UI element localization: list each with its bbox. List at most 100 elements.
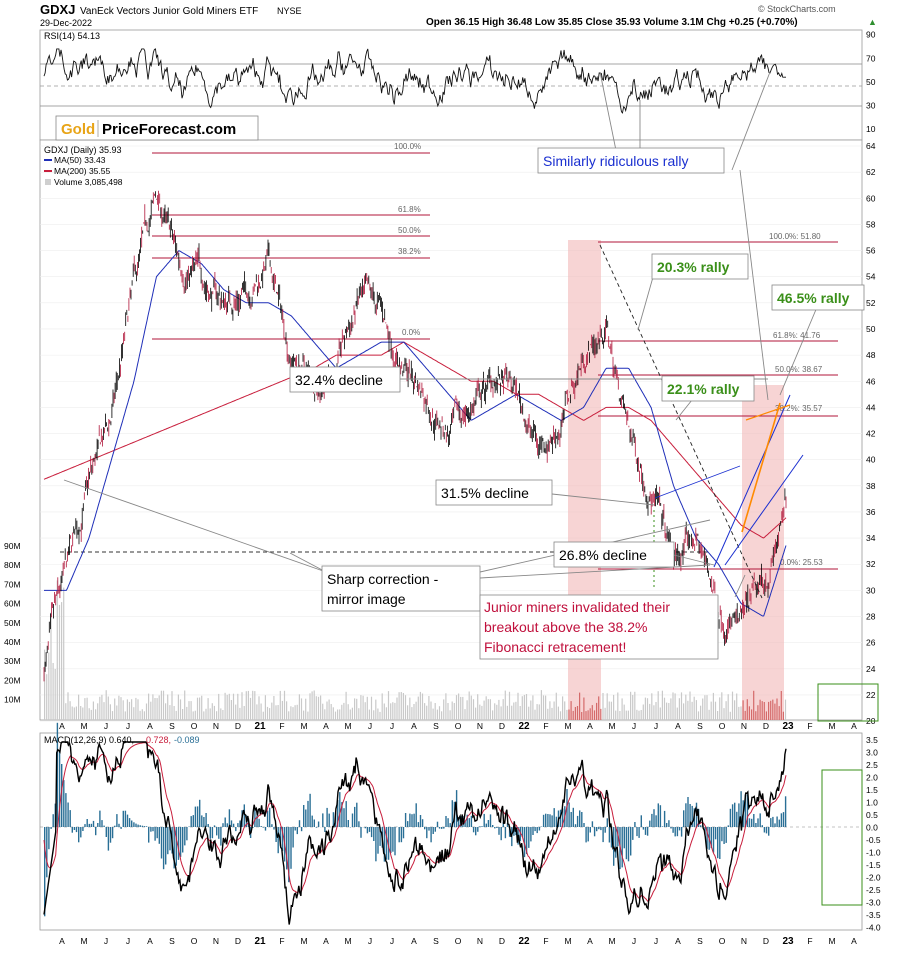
- macd-hist-bar: [131, 821, 132, 828]
- fib-right-618: 61.8%: 41.76: [773, 331, 821, 340]
- macd-hist-bar: [407, 821, 408, 827]
- volume-bar: [103, 702, 104, 720]
- volume-bar: [278, 705, 279, 720]
- macd-hist-bar: [358, 821, 359, 827]
- macd-hist-bar: [292, 827, 293, 848]
- macd-hist-bar: [643, 827, 644, 830]
- volume-bar: [441, 711, 442, 720]
- macd-hist-bar: [63, 780, 64, 827]
- macd-hist-bar: [655, 815, 656, 827]
- month-label-lower: M: [80, 936, 87, 946]
- macd-tick-label: 1.0: [866, 798, 878, 808]
- volume-bar: [384, 704, 385, 721]
- macd-hist-bar: [439, 827, 440, 829]
- macd-hist-bar: [176, 827, 177, 866]
- volume-bar: [655, 702, 656, 720]
- volume-bar: [460, 697, 461, 720]
- volume-bar: [481, 706, 482, 720]
- month-label-lower: M: [608, 936, 615, 946]
- macd-hist-bar: [210, 827, 211, 839]
- volume-bar: [392, 702, 393, 720]
- month-label-upper: J: [126, 721, 130, 731]
- annotation-465-text: 46.5% rally: [777, 290, 850, 306]
- price-tick-label: 48: [866, 350, 876, 360]
- volume-bar: [178, 695, 179, 721]
- macd-hist-bar: [101, 820, 102, 827]
- volume-bar: [785, 700, 786, 720]
- macd-hist-bar: [195, 807, 196, 827]
- macd-hist-bar: [600, 827, 601, 830]
- month-label-upper: N: [477, 721, 483, 731]
- fib-left-618: 61.8%: [398, 205, 421, 214]
- volume-bar: [360, 695, 361, 720]
- volume-bar: [214, 706, 215, 720]
- macd-hist-bar: [377, 827, 378, 854]
- month-label-upper: O: [719, 721, 726, 731]
- volume-bar: [333, 707, 334, 720]
- macd-hist-bar: [477, 827, 478, 832]
- macd-hist-bar: [53, 814, 54, 827]
- volume-bar: [774, 704, 775, 720]
- month-label-lower: 21: [254, 936, 266, 947]
- volume-bar: [67, 692, 68, 720]
- volume-bar: [528, 707, 529, 720]
- volume-bar: [97, 703, 98, 720]
- volume-bar: [110, 704, 111, 720]
- macd-hist-bar: [295, 827, 296, 831]
- header-exchange: NYSE: [277, 6, 302, 16]
- macd-hist-bar: [615, 827, 616, 858]
- volume-tick-label: 90M: [4, 541, 21, 551]
- macd-hist-bar: [479, 826, 480, 827]
- month-label-upper: 23: [782, 721, 794, 732]
- macd-hist-bar: [154, 827, 155, 841]
- volume-bar: [290, 706, 291, 720]
- volume-bar: [683, 703, 684, 720]
- volume-bar: [641, 710, 642, 720]
- macd-hist-bar: [768, 827, 769, 836]
- macd-hist-bar: [91, 824, 92, 827]
- price-tick-label: 64: [866, 141, 876, 151]
- month-label-lower: O: [191, 936, 198, 946]
- macd-hist-bar: [258, 819, 259, 827]
- volume-bar: [484, 701, 485, 720]
- macd-hist-bar: [193, 815, 194, 827]
- macd-hist-bar: [163, 827, 164, 869]
- volume-tick-label: 30M: [4, 656, 21, 666]
- month-label-upper: A: [323, 721, 329, 731]
- rsi-tick-label: 30: [866, 101, 876, 111]
- fib-right-100: 100.0%: 51.80: [769, 232, 821, 241]
- macd-hist-bar: [203, 817, 204, 827]
- volume-bar: [469, 692, 470, 721]
- volume-bar: [772, 700, 773, 720]
- volume-bar: [231, 700, 232, 720]
- volume-bar: [426, 706, 427, 720]
- volume-bar: [239, 708, 240, 720]
- volume-bar: [424, 703, 425, 720]
- annotation-324-text: 32.4% decline: [295, 372, 383, 388]
- volume-bar: [643, 705, 644, 721]
- macd-hist-bar: [418, 822, 419, 827]
- macd-hist-bar: [142, 826, 143, 827]
- macd-hist-bar: [579, 810, 580, 827]
- macd-tick-label: -2.0: [866, 873, 881, 883]
- price-tick-label: 62: [866, 167, 876, 177]
- macd-hist-bar: [97, 823, 98, 827]
- volume-bar: [305, 699, 306, 720]
- macd-hist-bar: [409, 814, 410, 827]
- macd-hist-bar: [592, 821, 593, 827]
- macd-hist-bar: [430, 827, 431, 842]
- volume-bar: [632, 695, 633, 720]
- volume-bar: [63, 588, 64, 720]
- macd-hist-bar: [273, 827, 274, 830]
- volume-bar: [339, 709, 340, 720]
- macd-hist-bar: [783, 812, 784, 827]
- volume-bar: [447, 703, 448, 720]
- volume-bar: [547, 709, 548, 720]
- volume-bar: [501, 706, 502, 720]
- macd-hist-bar: [322, 813, 323, 827]
- volume-bar: [560, 711, 561, 720]
- volume-bar: [112, 711, 113, 720]
- macd-hist-bar: [416, 803, 417, 827]
- month-label-lower: M: [828, 936, 835, 946]
